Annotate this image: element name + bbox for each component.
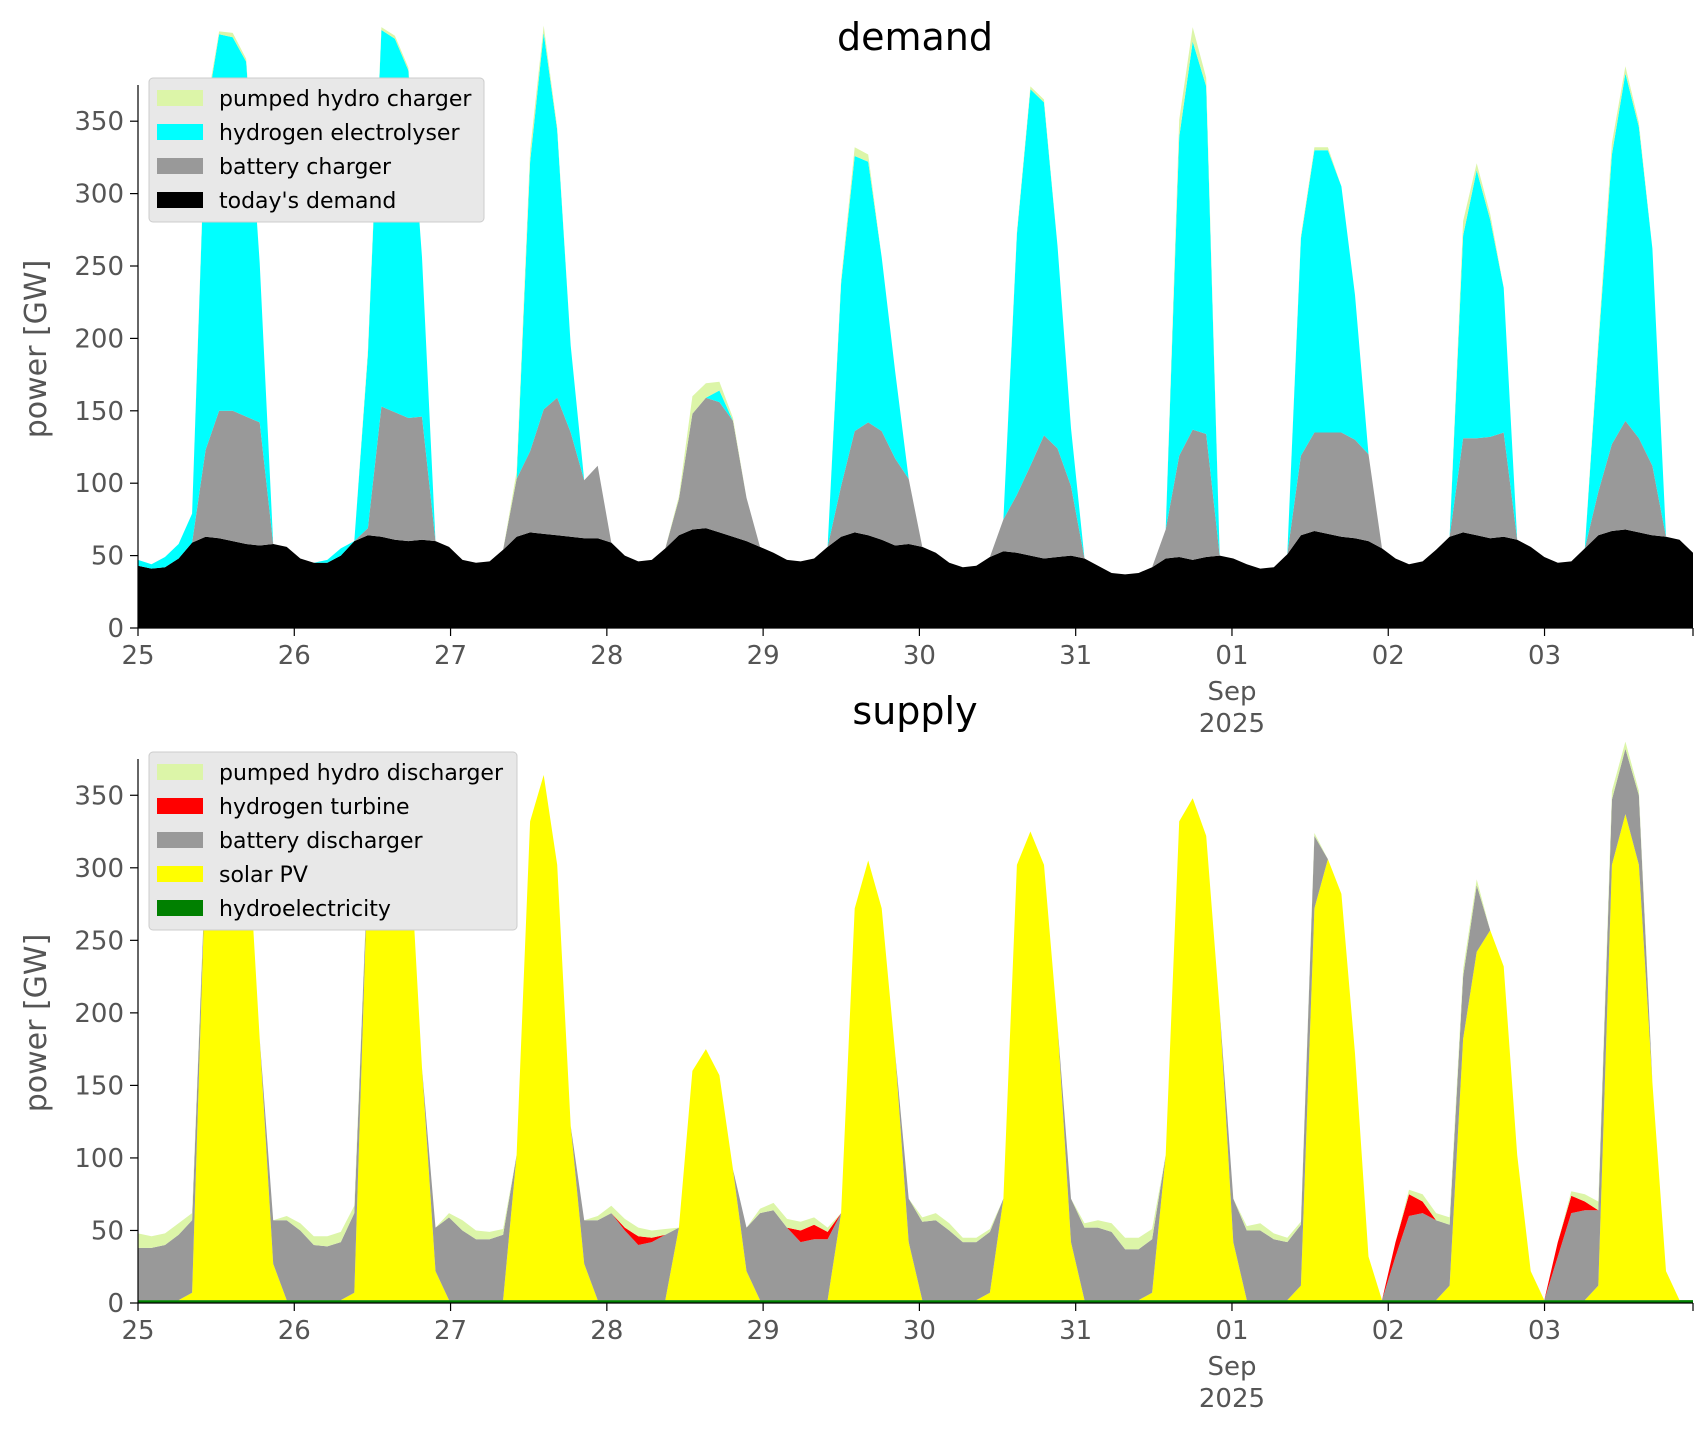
supply-plot-area: 0 50 100 150 200 250 300 350 25 26 27 28 29 30 31 01 Se…: [74, 741, 1694, 1414]
x-tick-label: 26: [278, 641, 311, 671]
y-tick-label: 150: [74, 397, 124, 427]
demand-legend: pumped hydro charger hydrogen electrolys…: [148, 77, 485, 223]
x-tick-sublabel: 2025: [1199, 1384, 1265, 1414]
x-tick-sublabel: Sep: [1207, 1352, 1256, 1382]
legend-label-hydrogen-turbine: hydrogen turbine: [219, 795, 410, 820]
legend-label-hydroelectricity: hydroelectricity: [219, 897, 391, 922]
legend-label-pumped-hydro-discharger: pumped hydro discharger: [219, 761, 504, 786]
legend-swatch-hydroelectricity: [157, 900, 203, 916]
supply-ylabel: power [GW]: [19, 934, 54, 1113]
x-tick-label: 28: [590, 641, 623, 671]
x-tick-label: 25: [121, 641, 154, 671]
x-tick-label: 31: [1059, 1316, 1092, 1346]
x-tick-label: 03: [1528, 1316, 1561, 1346]
legend-swatch-battery-charger: [157, 158, 203, 174]
demand-panel: demand power [GW] 0 50 100 150 200 250 300 350 …: [19, 15, 1694, 739]
y-tick-label: 250: [74, 926, 124, 956]
series-area-solar-pv: [138, 775, 1693, 1301]
legend-swatch-hydrogen-turbine: [157, 798, 203, 814]
legend-swatch-todays-demand: [157, 192, 203, 208]
y-tick-label: 350: [74, 107, 124, 137]
x-tick-label: 02: [1372, 641, 1405, 671]
series-area-hydroelectricity: [138, 1300, 1693, 1303]
x-tick-label: 29: [747, 1316, 780, 1346]
x-tick-label: 29: [747, 641, 780, 671]
series-area-today-s-demand: [138, 528, 1693, 628]
x-tick-label: 30: [903, 1316, 936, 1346]
x-tick-label: 02: [1372, 1316, 1405, 1346]
x-tick-label: 25: [121, 1316, 154, 1346]
y-tick-label: 100: [74, 469, 124, 499]
series-area-battery-charger: [138, 397, 1693, 575]
legend-swatch-solar-pv: [157, 866, 203, 882]
x-tick-label: 28: [590, 1316, 623, 1346]
y-tick-label: 350: [74, 781, 124, 811]
x-tick-label: 31: [1059, 641, 1092, 671]
demand-ylabel: power [GW]: [19, 260, 54, 439]
demand-plot-area: 0 50 100 150 200 250 300 350 25 26 27 28 29 30 31 01 Se…: [74, 25, 1694, 739]
demand-legend-box: [148, 77, 485, 223]
y-tick-label: 250: [74, 252, 124, 282]
y-tick-label: 100: [74, 1144, 124, 1174]
y-tick-label: 200: [74, 324, 124, 354]
x-tick-label: 01: [1215, 1316, 1248, 1346]
x-tick-label: 03: [1528, 641, 1561, 671]
legend-swatch-hydrogen-electrolyser: [157, 124, 203, 140]
legend-label-pumped-hydro-charger: pumped hydro charger: [219, 87, 472, 112]
legend-label-battery-discharger: battery discharger: [219, 829, 424, 854]
demand-title: demand: [837, 15, 993, 59]
supply-title: supply: [852, 689, 977, 733]
x-tick-sublabel: 2025: [1199, 709, 1265, 739]
supply-y-axis: 0 50 100 150 200 250 300 350: [74, 759, 139, 1319]
legend-label-solar-pv: solar PV: [219, 863, 308, 888]
x-tick-label: 27: [434, 1316, 467, 1346]
supply-legend-box: [148, 751, 518, 931]
y-tick-label: 300: [74, 854, 124, 884]
demand-series-areas: [138, 25, 1693, 628]
supply-panel: supply power [GW] 0 50 100 150 200 250 300 350 …: [19, 689, 1694, 1414]
y-tick-label: 150: [74, 1071, 124, 1101]
legend-label-todays-demand: today's demand: [219, 189, 396, 214]
x-tick-label: 01: [1215, 641, 1248, 671]
demand-y-axis: 0 50 100 150 200 250 300 350: [74, 85, 139, 644]
supply-legend: pumped hydro discharger hydrogen turbine…: [148, 751, 518, 931]
y-tick-label: 300: [74, 180, 124, 210]
y-tick-label: 0: [107, 614, 124, 644]
x-tick-label: 27: [434, 641, 467, 671]
legend-swatch-pumped-hydro-charger: [157, 90, 203, 106]
y-tick-label: 50: [91, 1216, 124, 1246]
series-area-hydrogen-electrolyser: [138, 30, 1693, 575]
x-tick-label: 30: [903, 641, 936, 671]
supply-series-areas: [138, 741, 1693, 1303]
y-tick-label: 50: [91, 542, 124, 572]
legend-label-battery-charger: battery charger: [219, 155, 392, 180]
x-tick-sublabel: Sep: [1207, 677, 1256, 707]
y-tick-label: 0: [107, 1289, 124, 1319]
legend-label-hydrogen-electrolyser: hydrogen electrolyser: [219, 121, 460, 146]
y-tick-label: 200: [74, 999, 124, 1029]
series-area-battery-discharger: [138, 748, 1693, 1301]
legend-swatch-battery-discharger: [157, 832, 203, 848]
x-tick-label: 26: [278, 1316, 311, 1346]
legend-swatch-pumped-hydro-discharger: [157, 764, 203, 780]
